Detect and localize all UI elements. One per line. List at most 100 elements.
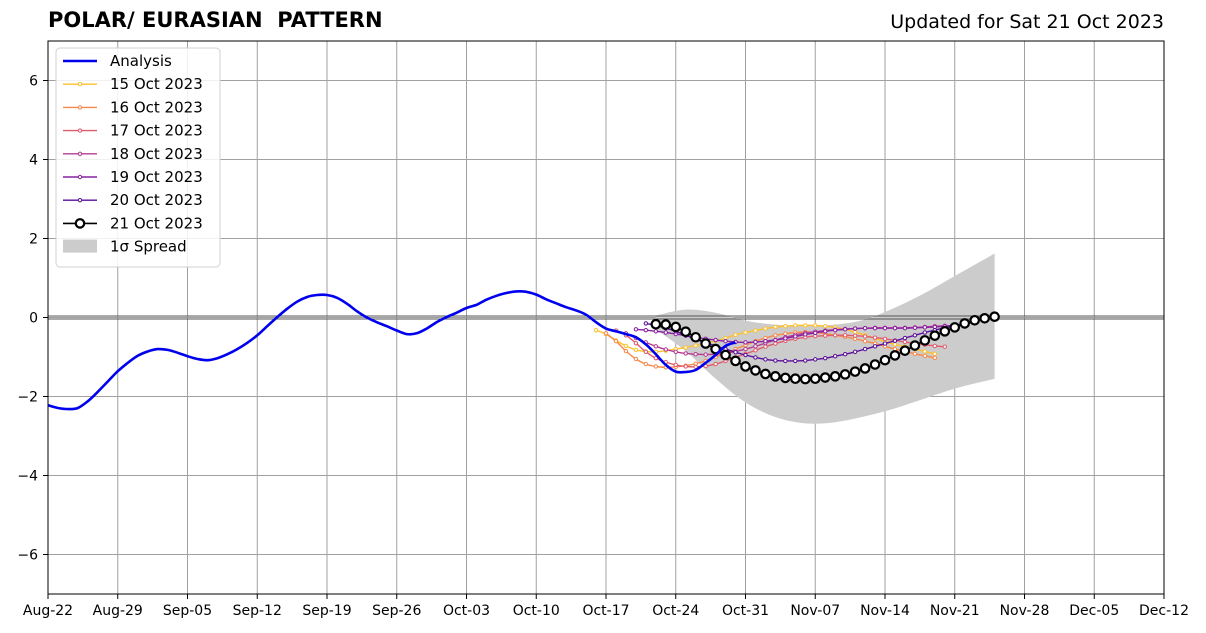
forecast-point <box>922 325 928 330</box>
forecast-point <box>593 327 599 333</box>
forecast-point <box>889 350 901 361</box>
forecast-point <box>823 323 828 329</box>
forecast-point <box>683 364 688 369</box>
forecast-point <box>690 331 701 343</box>
forecast-point <box>859 363 871 374</box>
forecast-point <box>842 327 848 332</box>
forecast-point <box>862 346 868 352</box>
forecast-point <box>799 373 811 385</box>
forecast-point <box>892 325 898 331</box>
forecast-point <box>643 349 649 355</box>
forecast-point <box>949 322 961 333</box>
forecast-point <box>773 337 778 343</box>
y-tick-label: −2 <box>17 390 38 406</box>
forecast-point <box>650 318 662 330</box>
forecast-point <box>633 356 639 362</box>
forecast-point <box>700 338 711 349</box>
forecast-point <box>899 345 911 356</box>
forecast-point <box>809 373 821 385</box>
forecast-point <box>723 339 728 344</box>
forecast-point <box>740 361 751 372</box>
legend-label: Analysis <box>110 52 172 70</box>
plot-frame <box>47 40 1165 595</box>
forecast-point <box>922 349 928 354</box>
x-tick-label: Dec-05 <box>1069 603 1119 619</box>
x-tick-label: Nov-21 <box>930 603 980 619</box>
forecast-point <box>902 325 908 331</box>
forecast-point <box>643 361 649 367</box>
forecast-point <box>743 340 748 345</box>
forecast-point <box>862 339 868 344</box>
forecast-point <box>932 355 938 360</box>
legend-label: 15 Oct 2023 <box>110 75 203 93</box>
y-tick-label: 6 <box>29 74 38 90</box>
forecast-point <box>902 339 908 345</box>
forecast-line <box>615 329 945 368</box>
forecast-point <box>879 354 891 366</box>
forecast-point <box>793 358 798 364</box>
forecast-point <box>872 335 878 340</box>
forecast-point <box>803 358 808 363</box>
legend-box <box>55 47 221 268</box>
forecast-point <box>753 339 758 345</box>
spread-band <box>655 253 995 424</box>
forecast-point <box>703 352 708 357</box>
forecast-point <box>852 333 858 338</box>
forecast-point <box>643 321 649 326</box>
forecast-point <box>793 334 798 339</box>
forecast-point <box>912 351 918 357</box>
forecast-point <box>643 327 649 333</box>
legend-label: 21 Oct 2023 <box>110 214 203 232</box>
forecast-point <box>633 340 639 346</box>
forecast-point <box>713 361 718 367</box>
forecast-point <box>693 343 698 348</box>
x-tick-label: Sep-19 <box>302 603 351 619</box>
x-tick-label: Oct-24 <box>652 603 699 619</box>
x-tick-label: Oct-17 <box>582 603 629 619</box>
forecast-point <box>713 337 718 343</box>
forecast-point <box>942 344 947 349</box>
forecast-point <box>882 336 888 342</box>
y-tick-label: −4 <box>17 469 38 485</box>
forecast-point <box>832 354 838 359</box>
forecast-point <box>753 348 758 353</box>
forecast-point <box>733 350 738 355</box>
spread-area <box>655 253 995 424</box>
forecast-point <box>892 342 898 347</box>
forecast-point <box>763 339 768 344</box>
forecast-point <box>842 352 848 357</box>
forecast-point <box>753 344 758 349</box>
legend: Analysis 15 Oct 2023 16 Oct 2023 17 Oct 202… <box>55 47 221 268</box>
forecast-point <box>743 346 748 352</box>
x-tick-label: Aug-29 <box>93 603 143 619</box>
forecast-point <box>813 330 818 336</box>
y-tick-label: 4 <box>29 153 38 169</box>
forecast-point <box>633 327 639 332</box>
forecast-point <box>803 323 808 328</box>
forecast-point <box>902 335 908 341</box>
x-tick-label: Nov-28 <box>1000 603 1050 619</box>
y-tick-label: 2 <box>29 232 38 248</box>
legend-label: 1σ Spread <box>110 238 187 256</box>
forecast-point <box>760 368 771 380</box>
forecast-point <box>829 371 841 382</box>
forecast-point <box>730 355 741 367</box>
forecast-point <box>763 357 768 362</box>
x-tick-label: Aug-22 <box>23 603 73 619</box>
forecast-point <box>989 311 1000 323</box>
forecast-point <box>683 351 688 356</box>
forecast-point <box>673 362 678 368</box>
legend-swatch-marker <box>77 198 83 203</box>
forecast-point <box>743 352 748 358</box>
forecast-point <box>823 333 828 338</box>
x-tick-label: Sep-26 <box>372 603 421 619</box>
x-tick-label: Dec-12 <box>1139 603 1189 619</box>
legend-label: 17 Oct 2023 <box>110 122 203 140</box>
forecast-point <box>979 312 990 324</box>
forecast-point <box>750 365 761 376</box>
forecast-point <box>793 323 798 328</box>
forecast-point <box>753 355 758 360</box>
forecast-point <box>832 327 838 333</box>
x-tick-label: Oct-03 <box>443 603 490 619</box>
